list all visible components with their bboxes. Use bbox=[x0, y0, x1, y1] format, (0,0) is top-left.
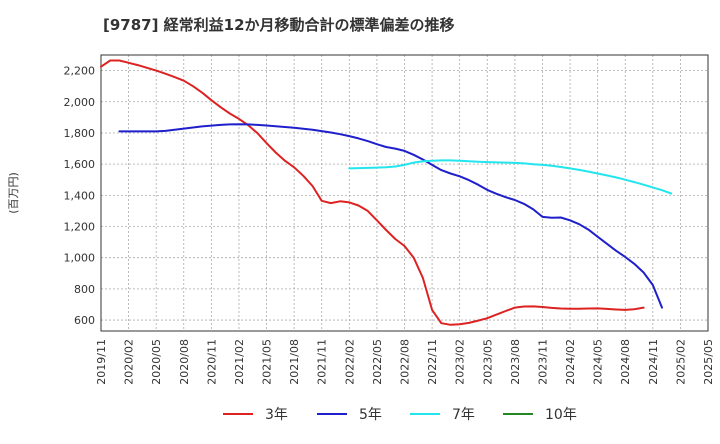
y-tick-label: 1,600 bbox=[64, 158, 96, 171]
x-tick-label: 2020/08 bbox=[178, 339, 191, 385]
x-tick-label: 2021/05 bbox=[261, 339, 274, 385]
x-tick-label: 2022/11 bbox=[426, 339, 439, 385]
grid-layer bbox=[100, 55, 709, 331]
x-tick-label: 2023/05 bbox=[481, 339, 494, 385]
legend-label-3年: 3年 bbox=[265, 407, 288, 423]
x-tick-label: 2024/11 bbox=[647, 339, 660, 385]
x-tick-label: 2023/02 bbox=[454, 339, 467, 385]
axis-layer: 2019/11 2020/02 2020/05 2020/08 2020/11 2021/… bbox=[7, 54, 715, 385]
x-tick-label: 2024/05 bbox=[592, 339, 605, 385]
x-tick-label: 2020/02 bbox=[123, 339, 136, 385]
y-tick-label: 1,200 bbox=[64, 221, 96, 234]
x-tick-label: 2025/02 bbox=[674, 339, 687, 385]
y-tick-label: 1,400 bbox=[64, 189, 96, 202]
x-tick-label: 2025/05 bbox=[702, 339, 715, 385]
x-tick-label: 2022/02 bbox=[343, 339, 356, 385]
legend-label-5年: 5年 bbox=[359, 407, 382, 423]
x-tick-label: 2024/08 bbox=[619, 339, 632, 385]
y-tick-label: 800 bbox=[74, 283, 95, 296]
y-axis-label: (百万円) bbox=[7, 172, 20, 214]
legend-layer: 3年 5年 7年 10年 bbox=[223, 407, 577, 423]
series-layer bbox=[100, 59, 673, 326]
plot-frame bbox=[100, 54, 709, 332]
y-tick-label: 1,000 bbox=[64, 252, 96, 265]
legend-label-7年: 7年 bbox=[452, 407, 475, 423]
x-tick-label: 2023/08 bbox=[509, 339, 522, 385]
x-tick-label: 2023/11 bbox=[536, 339, 549, 385]
series-line-7年 bbox=[348, 159, 673, 195]
x-tick-label: 2021/08 bbox=[288, 339, 301, 385]
x-tick-label: 2020/11 bbox=[205, 339, 218, 385]
y-tick-label: 2,000 bbox=[64, 96, 96, 109]
legend-label-10年: 10年 bbox=[545, 407, 577, 423]
series-line-3年 bbox=[100, 59, 645, 326]
x-tick-label: 2021/11 bbox=[316, 339, 329, 385]
series-line-5年 bbox=[118, 123, 663, 309]
x-tick-label: 2021/02 bbox=[233, 339, 246, 385]
y-tick-label: 1,800 bbox=[64, 127, 96, 140]
x-tick-label: 2022/05 bbox=[371, 339, 384, 385]
y-tick-label: 2,200 bbox=[64, 65, 96, 78]
chart-title: [9787] 経常利益12か月移動合計の標準偏差の推移 bbox=[103, 16, 455, 34]
x-tick-label: 2019/11 bbox=[95, 339, 108, 385]
y-tick-label: 600 bbox=[74, 314, 95, 327]
x-tick-label: 2022/08 bbox=[399, 339, 412, 385]
x-tick-label: 2020/05 bbox=[150, 339, 163, 385]
x-tick-label: 2024/02 bbox=[564, 339, 577, 385]
